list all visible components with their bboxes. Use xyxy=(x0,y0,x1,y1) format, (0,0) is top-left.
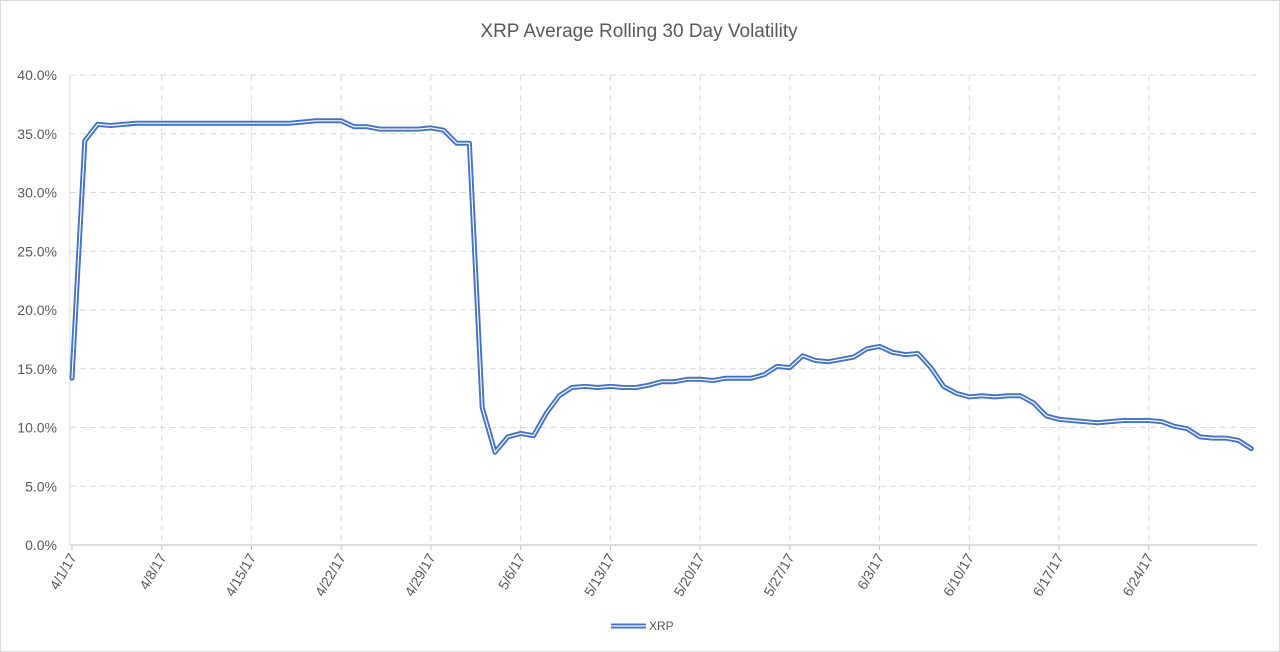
y-tick-label: 0.0% xyxy=(25,537,57,553)
series-xrp xyxy=(69,118,1254,455)
axes xyxy=(69,75,1257,550)
x-tick-label: 4/1/17 xyxy=(46,550,79,592)
legend-label-xrp: XRP xyxy=(649,619,674,633)
x-tick-label: 6/24/17 xyxy=(1119,550,1156,599)
x-tick-label: 4/22/17 xyxy=(312,550,349,599)
y-tick-label: 25.0% xyxy=(17,243,57,259)
x-tick-label: 5/6/17 xyxy=(495,550,528,592)
x-tick-label: 4/29/17 xyxy=(401,550,438,599)
x-tick-label: 5/13/17 xyxy=(581,550,618,599)
y-tick-label: 30.0% xyxy=(17,185,57,201)
chart-title: XRP Average Rolling 30 Day Volatility xyxy=(480,21,798,42)
grid-lines xyxy=(70,74,1257,545)
x-tick-label: 5/20/17 xyxy=(670,550,707,599)
y-tick-label: 35.0% xyxy=(17,126,57,142)
x-tick-label: 6/17/17 xyxy=(1029,550,1066,599)
y-tick-label: 40.0% xyxy=(17,67,57,83)
y-tick-label: 5.0% xyxy=(25,478,57,494)
series-line-xrp xyxy=(69,118,1254,455)
y-tick-label: 20.0% xyxy=(17,302,57,318)
y-tick-label: 15.0% xyxy=(17,361,57,377)
y-tick-label: 10.0% xyxy=(17,420,57,436)
x-tick-label: 5/27/17 xyxy=(760,550,797,599)
x-tick-label: 6/3/17 xyxy=(854,550,887,592)
series-line-xrp-inner xyxy=(71,120,1252,453)
y-axis-tick-labels: 0.0% 5.0% 10.0% 15.0% 20.0% 25.0% 30.0% 35.0% 40… xyxy=(17,67,57,553)
x-axis-tick-labels: 4/1/17 4/8/17 4/15/17 4/22/17 4/29/17 5/6/17 5… xyxy=(46,550,1156,599)
legend: XRP xyxy=(611,619,674,633)
x-tick-label: 4/8/17 xyxy=(136,550,169,592)
x-tick-label: 6/10/17 xyxy=(940,550,977,599)
x-tick-label: 4/15/17 xyxy=(222,550,259,599)
